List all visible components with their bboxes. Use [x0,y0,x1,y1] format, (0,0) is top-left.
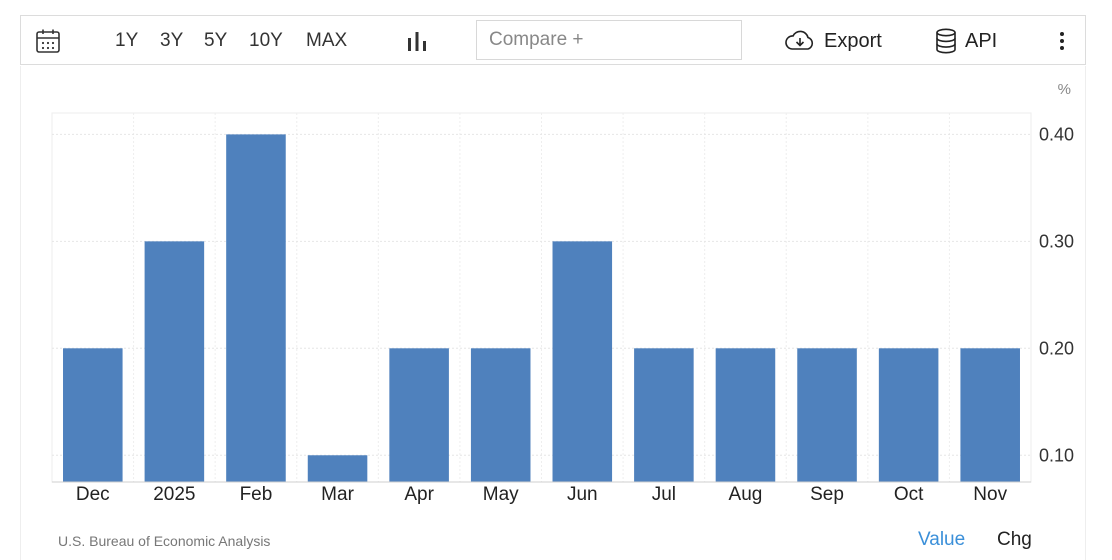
chart-toolbar: 1Y 3Y 5Y 10Y MAX Export API [20,15,1086,65]
api-label: API [965,29,998,52]
bar-apr[interactable] [389,348,449,482]
range-5y-button[interactable]: 5Y [204,30,228,51]
bar-sep[interactable] [797,348,857,482]
source-label: U.S. Bureau of Economic Analysis [58,533,271,549]
x-tick-label: Mar [321,484,354,505]
range-1y-button[interactable]: 1Y [115,30,139,51]
x-tick-label: 2025 [153,484,195,505]
x-tick-label: Dec [76,484,110,505]
unit-label: % [1058,81,1071,98]
bar-nov[interactable] [960,348,1020,482]
x-tick-label: Apr [404,484,434,505]
value-toggle[interactable]: Value [918,529,966,550]
range-10y-button[interactable]: 10Y [249,30,283,51]
database-icon [936,28,956,54]
x-tick-label: Feb [240,484,273,505]
more-vertical-icon[interactable] [1051,30,1073,52]
range-3y-button[interactable]: 3Y [160,30,184,51]
x-tick-label: Jun [567,484,598,505]
x-tick-label: Jul [652,484,676,505]
bar-aug[interactable] [715,348,776,482]
y-tick-label: 0.20 [1039,338,1074,358]
api-button[interactable]: API [935,16,997,66]
bar-dec[interactable] [63,348,123,482]
calendar-icon[interactable] [35,28,61,54]
y-tick-label: 0.10 [1039,445,1074,465]
bar-jul[interactable] [634,348,694,482]
bar-chart: 0.10 0.20 0.30 0.40% Dec 2025 Feb Mar Apr May Jun J… [51,81,1074,505]
bar-may[interactable] [470,348,531,482]
range-max-button[interactable]: MAX [306,30,348,51]
y-tick-label: 0.40 [1039,124,1074,144]
export-label: Export [824,29,882,52]
x-tick-label: Aug [729,484,763,505]
x-tick-label: May [483,484,519,505]
cloud-download-icon [785,30,814,50]
bar-mar[interactable] [307,455,368,482]
bar-2025[interactable] [144,241,205,482]
bar-jun[interactable] [552,241,613,482]
x-tick-label: Nov [973,484,1007,505]
compare-input[interactable] [476,20,742,60]
chart-area: 0.10 0.20 0.30 0.40% Dec 2025 Feb Mar Apr May Jun J… [20,66,1086,560]
chg-toggle[interactable]: Chg [997,529,1032,550]
export-button[interactable]: Export [784,16,882,66]
bar-oct[interactable] [878,348,939,482]
x-tick-label: Oct [894,484,924,505]
x-tick-label: Sep [810,484,844,505]
y-tick-label: 0.30 [1039,231,1074,251]
bar-feb[interactable] [226,134,286,482]
bar-chart-icon[interactable] [406,30,428,52]
